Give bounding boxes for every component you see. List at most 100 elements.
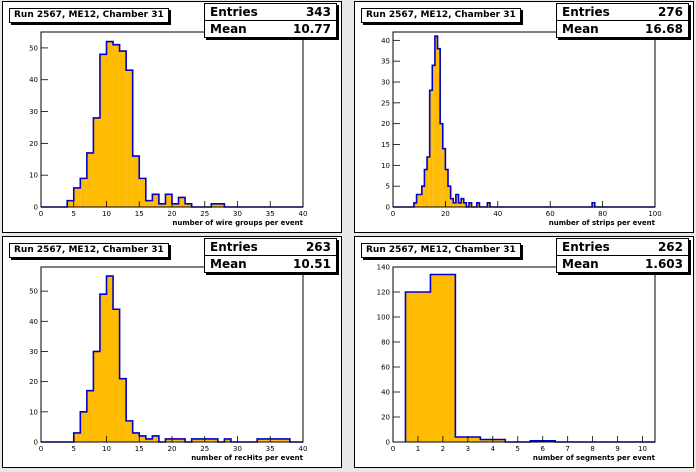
x-tick-label: 30: [233, 445, 242, 453]
histogram-bar: [145, 438, 153, 442]
histogram-bar: [185, 203, 192, 207]
histogram-title: Run 2567, ME12, Chamber 31: [361, 243, 521, 258]
histogram-bar: [419, 194, 422, 207]
histogram-bar: [198, 438, 205, 442]
x-tick-label: 40: [493, 210, 502, 218]
histogram-pad-wire-groups: 0 5 10 15 20 25 30 35 40 0 10 20 30 40 50 number of wir…: [2, 1, 342, 233]
y-tick-label: 100: [377, 314, 390, 322]
histogram-bar: [270, 438, 277, 442]
histogram-bar: [93, 351, 100, 442]
histogram-svg: 0 20 40 60 80 100 0 5 10 15 20 25 30 35 40 number of st…: [381, 31, 662, 227]
histogram-bar: [126, 420, 133, 442]
histogram-bar: [178, 197, 186, 207]
y-tick-label: 35: [381, 58, 390, 66]
histogram-bar: [126, 70, 133, 207]
histogram-bar: [424, 169, 428, 207]
histogram-bar: [276, 438, 284, 442]
plot-frame: [392, 31, 656, 208]
histogram-bar: [440, 123, 443, 207]
y-tick-label: 40: [381, 37, 390, 45]
histogram-pad-strips: 0 20 40 60 80 100 0 5 10 15 20 25 30 35 40 number of st…: [354, 1, 694, 233]
y-tick-label: 50: [29, 44, 38, 52]
histogram-bar: [453, 202, 456, 207]
x-tick-label: 10: [102, 210, 111, 218]
histogram-bar: [434, 36, 438, 207]
x-tick-label: 40: [299, 210, 308, 218]
histogram-bar: [80, 178, 87, 207]
x-tick-label: 35: [266, 210, 275, 218]
x-tick-label: 25: [200, 445, 209, 453]
histogram-bar: [99, 294, 107, 442]
x-tick-label: 7: [565, 445, 569, 453]
x-tick-label: 20: [168, 210, 177, 218]
histogram-bar: [421, 186, 425, 207]
histogram-pad-segments: 0 1 2 3 4 5 6 7 8 9 10 0 20 40 60 80 100 120 140 number of …: [354, 236, 694, 468]
y-tick-label: 0: [34, 439, 38, 447]
histogram-title: Run 2567, ME12, Chamber 31: [9, 8, 169, 23]
histogram-bar: [455, 194, 459, 207]
x-tick-label: 20: [441, 210, 450, 218]
x-axis-label: number of segments per event: [533, 454, 656, 462]
x-tick-label: 100: [648, 210, 661, 218]
y-tick-label: 80: [381, 339, 390, 347]
x-tick-label: 80: [598, 210, 607, 218]
mean-value: 1.603: [645, 257, 683, 271]
y-tick-label: 5: [386, 183, 390, 191]
y-tick-label: 140: [377, 264, 390, 272]
histogram-bar: [463, 202, 467, 207]
entries-label: Entries: [562, 5, 610, 19]
histogram-bar: [80, 411, 87, 442]
x-tick-label: 3: [466, 445, 470, 453]
stats-box: Entries 262 Mean 1.603: [556, 238, 689, 273]
y-tick-label: 40: [29, 76, 38, 84]
histogram-bar: [172, 438, 179, 442]
mean-label: Mean: [562, 22, 599, 36]
x-tick-label: 15: [135, 210, 144, 218]
stats-box: Entries 343 Mean 10.77: [204, 3, 337, 38]
y-tick-label: 50: [29, 288, 38, 296]
x-tick-label: 15: [135, 445, 144, 453]
histogram-bar: [458, 202, 462, 207]
x-tick-label: 40: [299, 445, 308, 453]
x-tick-label: 25: [200, 210, 209, 218]
x-tick-label: 0: [391, 210, 395, 218]
x-tick-label: 10: [102, 445, 111, 453]
y-tick-label: 10: [29, 408, 38, 416]
histogram-bar: [152, 435, 159, 442]
histogram-bar: [427, 157, 430, 207]
y-tick-label: 40: [381, 389, 390, 397]
histogram-bar: [132, 156, 140, 207]
mean-label: Mean: [210, 22, 247, 36]
histogram-bar: [211, 203, 218, 207]
stats-box: Entries 276 Mean 16.68: [556, 3, 689, 38]
histogram-bar: [432, 65, 435, 207]
histogram-bar: [487, 202, 490, 207]
x-tick-label: 10: [638, 445, 647, 453]
histogram-bar: [476, 202, 480, 207]
histogram-title: Run 2567, ME12, Chamber 31: [9, 243, 169, 258]
histogram-bar: [152, 194, 159, 207]
histogram-bar: [429, 90, 433, 207]
histogram-bar: [204, 438, 212, 442]
histogram-bar: [257, 438, 264, 442]
x-tick-label: 0: [39, 445, 43, 453]
x-tick-label: 20: [168, 445, 177, 453]
x-tick-label: 9: [615, 445, 619, 453]
histogram-bar: [592, 202, 595, 207]
histogram-bar: [211, 438, 218, 442]
histogram-bar: [172, 203, 179, 207]
histogram-outline: [41, 275, 303, 443]
histogram-bar: [263, 438, 271, 442]
histogram-outline: [41, 40, 303, 208]
y-tick-label: 15: [381, 141, 390, 149]
histogram-bar: [132, 432, 140, 442]
x-tick-label: 5: [72, 445, 76, 453]
entries-label: Entries: [210, 5, 258, 19]
stats-box: Entries 263 Mean 10.51: [204, 238, 337, 273]
histogram-bar: [106, 41, 114, 207]
histogram-title: Run 2567, ME12, Chamber 31: [361, 8, 521, 23]
x-tick-label: 2: [441, 445, 445, 453]
y-tick-label: 40: [29, 318, 38, 326]
x-tick-label: 60: [546, 210, 555, 218]
